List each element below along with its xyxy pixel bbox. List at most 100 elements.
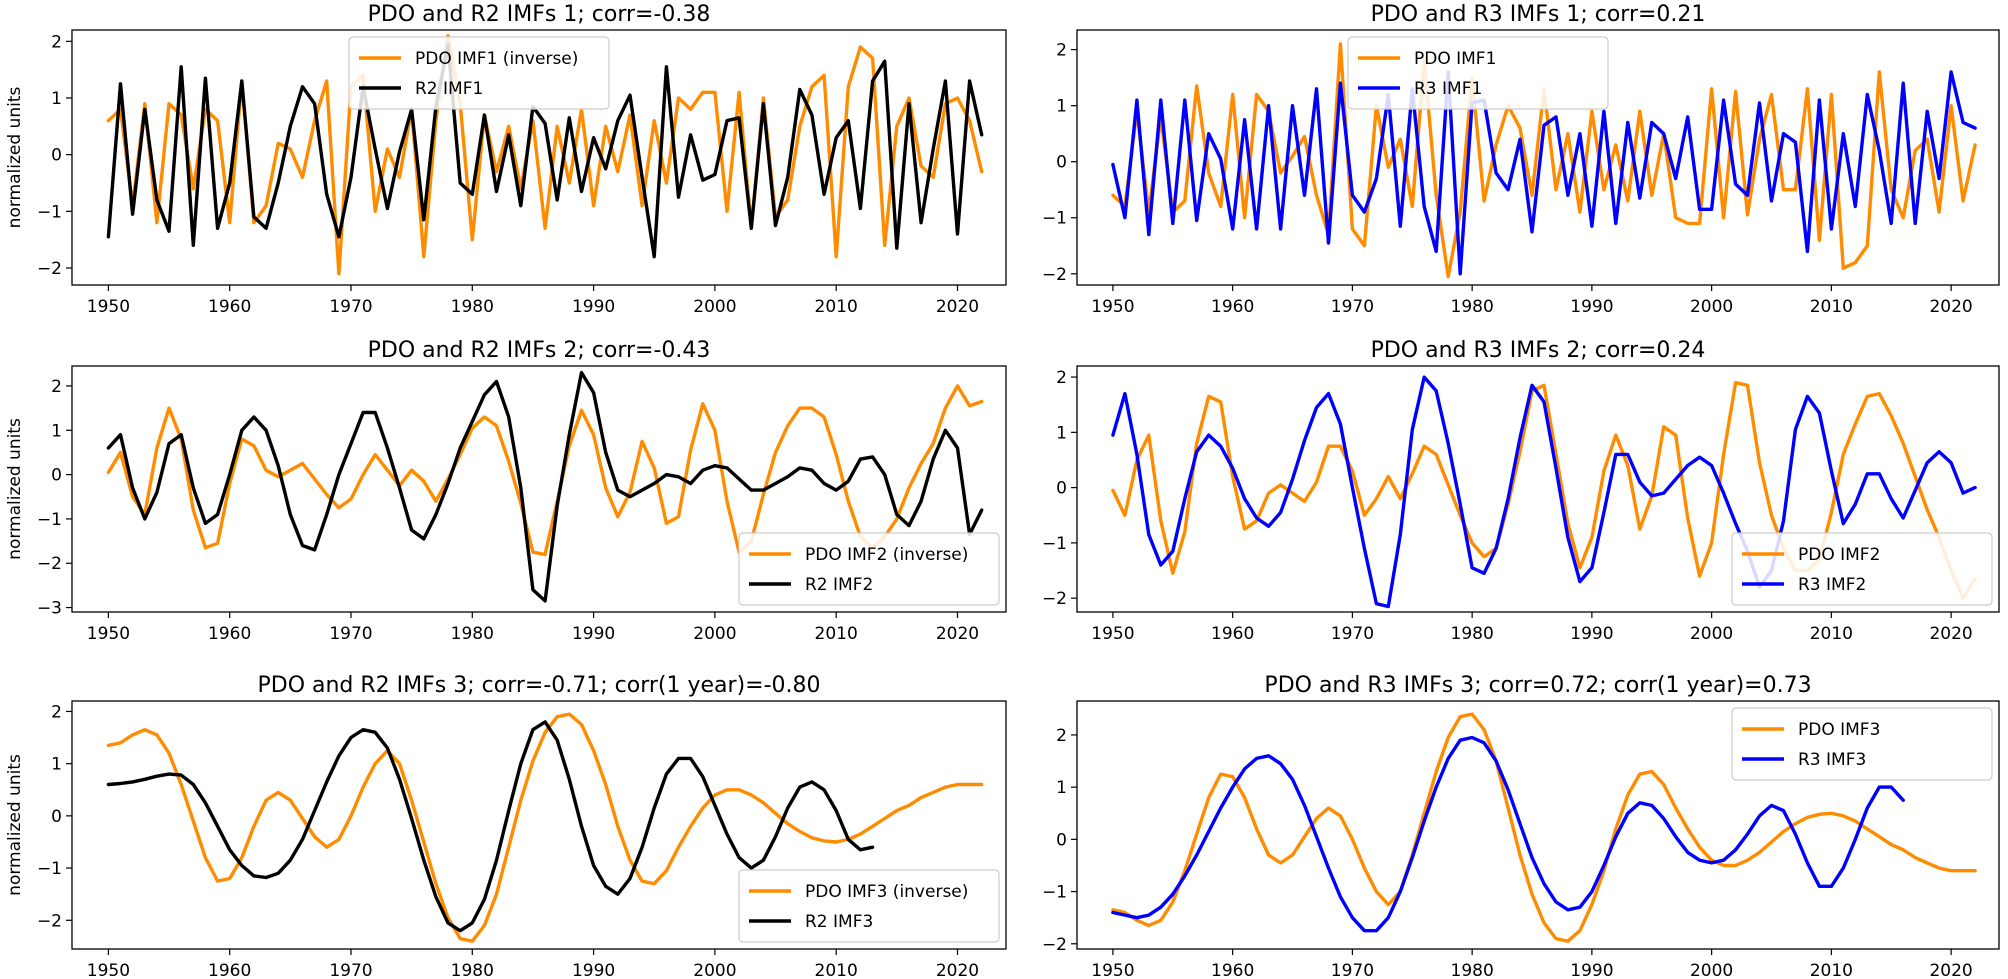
x-tick-label: 1980 [1451,624,1494,644]
series-line-r2-imf2 [106,370,984,603]
x-tick-label: 2000 [1690,297,1733,317]
y-tick-label: 2 [51,702,62,722]
x-tick-label: 2020 [936,624,979,644]
x-tick-label: 2020 [1929,961,1972,979]
legend-box [738,869,1000,943]
panel-pdo-r2-imf1: PDO and R2 IMFs 1; corr=-0.38 normalized … [5,2,1007,317]
y-tick-label: 2 [51,377,62,397]
legend-box [1731,707,1993,781]
y-tick-label: −2 [37,911,62,931]
x-tick-label: 1950 [1091,961,1134,979]
y-tick-label: 0 [51,146,62,166]
panel-pdo-r2-imf2: PDO and R2 IMFs 2; corr=-0.43 normalized … [5,338,1007,644]
plot-area [71,365,1007,613]
x-tick-label: 1970 [1331,624,1374,644]
legend-box [348,36,610,110]
x-tick-label: 1960 [1211,297,1254,317]
plot-area [1076,700,2000,950]
x-tick-label: 1990 [1570,297,1613,317]
legend: PDO IMF2 R3 IMF2 [1731,532,1993,606]
series-line-r2-imf3 [106,720,875,933]
y-tick-label: −3 [37,599,62,619]
x-tick-label: 2020 [1929,297,1972,317]
legend-entry-label: PDO IMF3 (inverse) [805,882,968,902]
y-tick-label: 0 [1056,479,1067,499]
y-tick-label: 1 [51,89,62,109]
series-line-pdo-imf2 [1111,380,1977,600]
x-tick-label: 2020 [1929,624,1972,644]
y-tick-label: 1 [1056,97,1067,117]
x-tick-label: 1980 [451,961,494,979]
plot-area [71,29,1007,286]
x-tick-label: 2010 [1810,297,1853,317]
legend-entry-label: PDO IMF1 [1414,49,1496,69]
y-tick-label: 0 [1056,830,1067,850]
x-tick-label: 2000 [693,961,736,979]
y-tick-label: 1 [51,421,62,441]
x-tick-label: 1950 [1091,624,1134,644]
legend-entry-label: R2 IMF1 [415,79,483,99]
y-tick-label: −1 [1042,883,1067,903]
x-tick-label: 1980 [1451,297,1494,317]
x-tick-label: 2020 [936,961,979,979]
x-tick-label: 1950 [87,961,130,979]
legend: PDO IMF3 R3 IMF3 [1731,707,1993,781]
x-tick-label: 2010 [1810,961,1853,979]
x-tick-label: 1990 [1570,961,1613,979]
legend-entry-label: R3 IMF3 [1798,750,1866,770]
x-tick-label: 1990 [1570,624,1613,644]
y-tick-label: −1 [37,202,62,222]
y-tick-label: −1 [1042,534,1067,554]
x-tick-label: 1970 [1331,297,1374,317]
y-tick-label: 1 [1056,423,1067,443]
legend-box [738,532,1000,606]
y-tick-label: −2 [37,259,62,279]
series-line-pdo-imf2-inverse [106,384,984,557]
chart-title: PDO and R2 IMFs 2; corr=-0.43 [368,338,711,363]
x-tick-label: 1980 [451,297,494,317]
x-tick-label: 1970 [329,961,372,979]
series-line-r2-imf1 [106,42,984,259]
legend-entry-label: PDO IMF2 (inverse) [805,545,968,565]
y-axis-label: normalized units [5,87,25,229]
x-tick-label: 1980 [1451,961,1494,979]
x-tick-label: 1960 [208,297,251,317]
panel-pdo-r2-imf3: PDO and R2 IMFs 3; corr=-0.71; corr(1 ye… [5,673,1007,979]
legend-entry-label: R2 IMF2 [805,575,873,595]
y-tick-label: −1 [1042,209,1067,229]
x-tick-label: 1970 [329,624,372,644]
y-tick-label: 1 [1056,778,1067,798]
series-line-pdo-imf1-inverse [106,34,984,276]
x-tick-label: 2000 [1690,961,1733,979]
panel-pdo-r3-imf3: PDO and R3 IMFs 3; corr=0.72; corr(1 yea… [1042,673,2000,979]
plot-area [1076,29,2000,286]
x-tick-label: 2010 [815,961,858,979]
legend-entry-label: PDO IMF1 (inverse) [415,49,578,69]
legend-box [1347,36,1609,110]
y-tick-label: −1 [37,510,62,530]
y-tick-label: 2 [1056,41,1067,61]
series-line-pdo-imf3-inverse [106,712,984,943]
series-line-r3-imf2 [1111,375,1977,609]
x-tick-label: 1990 [572,624,615,644]
x-tick-label: 2000 [1690,624,1733,644]
y-tick-label: 2 [1056,368,1067,388]
x-tick-label: 1960 [1211,624,1254,644]
y-tick-label: −2 [1042,935,1067,955]
legend-entry-label: R2 IMF3 [805,912,873,932]
x-tick-label: 1960 [1211,961,1254,979]
chart-title: PDO and R3 IMFs 1; corr=0.21 [1371,2,1706,27]
x-tick-label: 2000 [693,624,736,644]
panel-pdo-r3-imf2: PDO and R3 IMFs 2; corr=0.24 1950 1960 1970… [1042,338,2000,644]
x-tick-label: 1960 [208,624,251,644]
y-axis-label: normalized units [5,754,25,896]
x-tick-label: 1950 [87,297,130,317]
legend: PDO IMF1 R3 IMF1 [1347,36,1609,110]
y-tick-label: −2 [1042,589,1067,609]
legend-entry-label: PDO IMF3 [1798,720,1880,740]
y-tick-label: 0 [1056,153,1067,173]
legend: PDO IMF1 (inverse) R2 IMF1 [348,36,610,110]
x-tick-label: 1990 [572,961,615,979]
legend: PDO IMF2 (inverse) R2 IMF2 [738,532,1000,606]
